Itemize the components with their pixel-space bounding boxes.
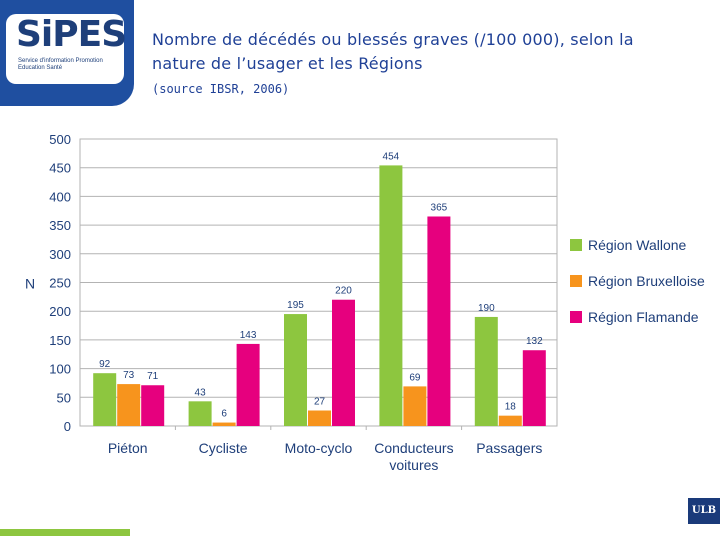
y-tick-label: 150 xyxy=(49,333,71,348)
x-tick-label: Piéton xyxy=(108,440,148,456)
legend-swatch xyxy=(570,311,582,323)
y-tick-label: 0 xyxy=(64,419,71,434)
page-title: Nombre de décédés ou blessés graves (/10… xyxy=(152,30,634,73)
data-label: 454 xyxy=(383,151,400,162)
data-label: 143 xyxy=(240,330,257,341)
y-tick-label: 200 xyxy=(49,304,71,319)
data-label: 27 xyxy=(314,397,326,408)
bar xyxy=(236,343,260,426)
y-tick-label: 250 xyxy=(49,276,71,291)
y-tick-label: 450 xyxy=(49,161,71,176)
data-label: 18 xyxy=(505,402,517,413)
y-tick-label: 300 xyxy=(49,247,71,262)
bar xyxy=(403,386,427,426)
logo-wordmark: SiPES xyxy=(16,14,127,55)
bar xyxy=(284,314,307,426)
data-label: 43 xyxy=(195,387,207,398)
x-tick-label: Moto-cyclo xyxy=(285,440,353,456)
bar xyxy=(474,316,498,426)
data-label: 195 xyxy=(287,300,304,311)
data-label: 69 xyxy=(409,372,421,383)
source-note: (source IBSR, 2006) xyxy=(152,82,290,96)
data-label: 220 xyxy=(335,286,352,297)
bar xyxy=(212,422,236,426)
bar xyxy=(332,299,355,426)
bar xyxy=(379,165,403,427)
y-axis-label: N xyxy=(25,276,35,292)
x-tick-label: Conducteurs xyxy=(374,440,453,456)
bar xyxy=(141,385,165,426)
legend-swatch xyxy=(570,275,582,287)
y-tick-label: 100 xyxy=(49,362,71,377)
x-tick-label: Passagers xyxy=(476,440,542,456)
logo-panel: SiPES Service d'information Promotion Ed… xyxy=(0,0,134,106)
data-label: 132 xyxy=(526,336,543,347)
data-label: 190 xyxy=(478,303,495,314)
legend-label: Région Flamande xyxy=(588,309,699,325)
y-tick-label: 500 xyxy=(49,132,71,147)
bar xyxy=(117,384,141,426)
bar xyxy=(308,410,331,426)
logo-subtitle: Service d'information Promotion Educatio… xyxy=(18,58,103,71)
y-tick-label: 350 xyxy=(49,218,71,233)
legend-swatch xyxy=(570,239,582,251)
x-tick-label: voitures xyxy=(389,457,438,473)
data-label: 73 xyxy=(123,370,135,381)
legend-label: Région Wallone xyxy=(588,237,687,253)
data-label: 365 xyxy=(431,202,448,213)
y-tick-label: 400 xyxy=(49,189,71,204)
footer-accent-bar xyxy=(0,529,130,536)
x-tick-label: Cycliste xyxy=(199,440,248,456)
y-tick-label: 50 xyxy=(57,390,71,405)
data-label: 92 xyxy=(99,359,111,370)
bar xyxy=(188,401,212,426)
sipes-logo: SiPES Service d'information Promotion Ed… xyxy=(6,14,127,84)
data-label: 6 xyxy=(221,409,227,420)
bar xyxy=(427,216,451,426)
bar xyxy=(498,415,522,426)
bar xyxy=(522,350,546,426)
ulb-badge: ULB xyxy=(688,498,720,524)
data-label: 71 xyxy=(147,371,159,382)
legend-label: Région Bruxelloise xyxy=(588,273,705,289)
bar xyxy=(93,373,117,426)
